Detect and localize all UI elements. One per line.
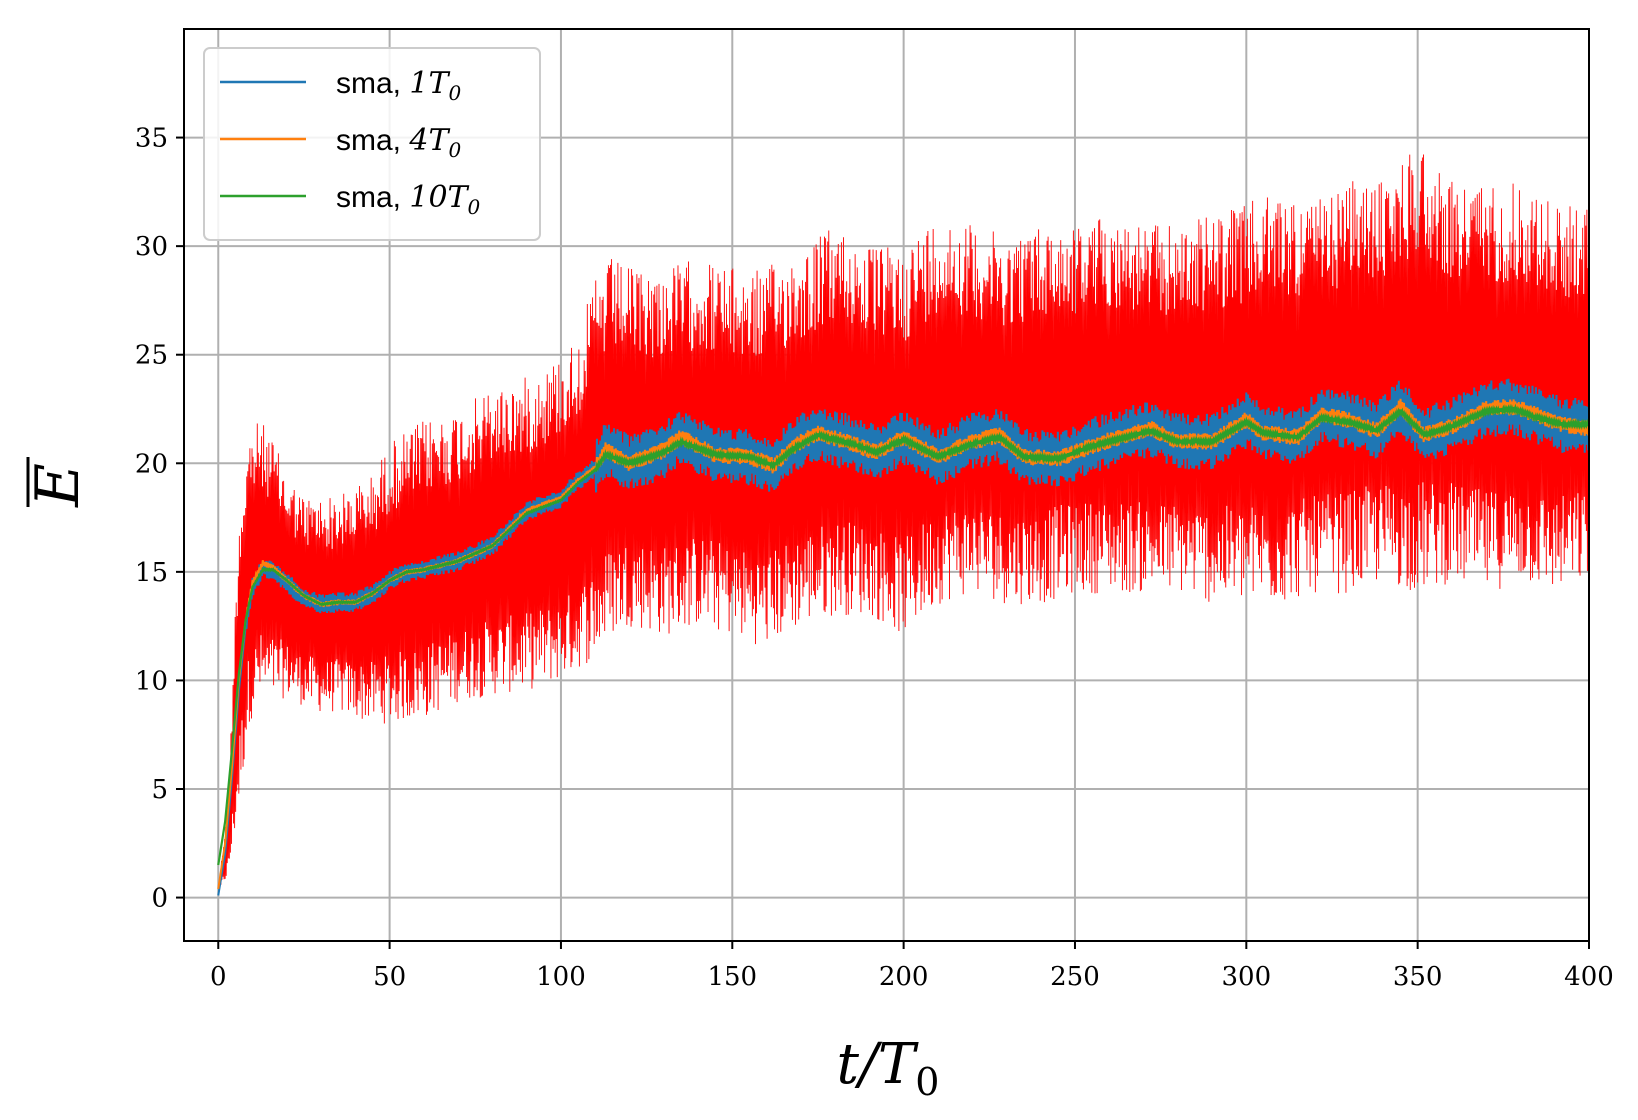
y-tick-label: 25 [135,341,168,371]
legend-entry-sma-10T0: sma, 10T0 [336,180,481,219]
x-tick-label: 150 [707,962,757,992]
x-tick-label: 300 [1221,962,1271,992]
x-tick-label: 200 [879,962,929,992]
plot-frame [183,28,1590,942]
x-tick-label: 350 [1393,962,1443,992]
raw-signal-line [217,154,1589,893]
x-tick-label: 100 [536,962,586,992]
y-tick-label: 30 [135,232,168,262]
y-tick-label: 35 [135,124,168,154]
x-tick-label: 250 [1050,962,1100,992]
series-line-sma-10T0 [217,403,1589,866]
y-axis-ticks: 0 5 10 15 20 25 30 35 [135,124,184,914]
x-tick-label: 400 [1564,962,1614,992]
y-tick-label: 20 [135,449,168,479]
y-tick-label: 0 [151,884,168,914]
legend: sma, 1T0 sma, 4T0 sma, 10T0 [203,47,541,241]
y-axis-label: E [23,457,93,508]
legend-entry-sma-1T0: sma, 1T0 [336,66,461,105]
legend-box [203,47,541,241]
y-tick-label: 5 [151,775,168,805]
y-tick-label: 15 [135,558,168,588]
x-tick-label: 0 [210,962,227,992]
plot-area [217,154,1589,896]
x-axis-label: t/T0 [837,1032,940,1104]
y-tick-label: 10 [135,666,168,696]
x-tick-label: 50 [373,962,406,992]
x-axis-ticks: 0 50 100 150 200 250 300 350 400 [210,941,1614,992]
svg-text:E: E [23,463,93,508]
legend-entry-sma-4T0: sma, 4T0 [336,123,461,162]
